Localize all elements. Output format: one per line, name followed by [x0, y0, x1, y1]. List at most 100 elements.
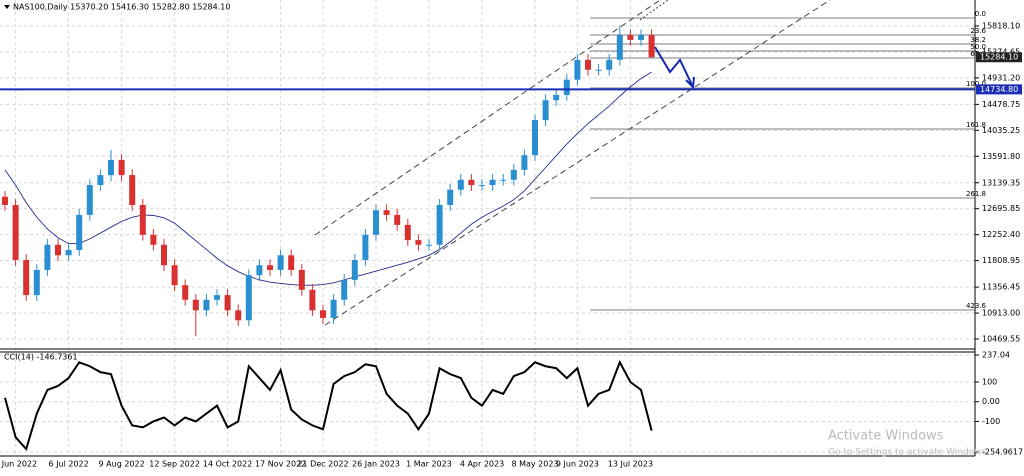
x-tick-label: 21 Dec 2022 — [297, 460, 348, 469]
candle-body — [97, 175, 104, 186]
candle-body — [245, 275, 252, 321]
x-tick-label: 4 Apr 2023 — [460, 460, 504, 469]
candle-body — [362, 234, 369, 260]
cci-panel — [4, 359, 653, 452]
candle-body — [214, 295, 220, 300]
x-tick-label: 26 Jan 2023 — [352, 460, 400, 469]
candle-body — [33, 269, 40, 296]
y-tick-label: 10469.55 — [982, 335, 1020, 344]
channel-mid — [639, 0, 669, 21]
last-price-box — [976, 52, 1022, 63]
candle-body — [129, 175, 136, 205]
candle-body — [277, 255, 284, 270]
y-tick-label: 11808.95 — [982, 256, 1020, 265]
candle-body — [574, 59, 581, 80]
candle-body — [404, 224, 411, 241]
candle-body — [648, 35, 655, 58]
support-label-box — [976, 84, 1022, 95]
last-price-label: 15284.10 — [980, 53, 1018, 62]
x-tick-label: 12 Sep 2022 — [149, 460, 200, 469]
candle-body — [532, 120, 538, 156]
fib-label: 23.6 — [970, 27, 986, 35]
candle-body — [118, 159, 125, 176]
candle-body — [182, 285, 189, 300]
candle-body — [55, 244, 61, 256]
candle-body — [309, 289, 316, 311]
candle-body — [12, 204, 19, 260]
candle-body — [383, 210, 390, 215]
candle-body — [394, 214, 401, 225]
candle-body — [468, 179, 475, 186]
candle-body — [585, 59, 591, 70]
candle-body — [426, 244, 432, 246]
candle-body — [563, 79, 570, 95]
fib-label: 100.0 — [966, 80, 986, 88]
x-tick-label: 6 Jul 2022 — [49, 460, 89, 469]
candle-body — [330, 299, 337, 318]
y-tick-label: 14478.75 — [982, 100, 1020, 109]
moving-average — [4, 71, 652, 286]
y-tick-label: 11356.45 — [982, 283, 1020, 292]
candle-body — [638, 35, 644, 40]
candle-body — [150, 234, 157, 245]
candle-body — [436, 204, 443, 245]
cci-line — [4, 359, 653, 452]
candle-body — [373, 210, 379, 235]
candle-body — [457, 179, 464, 190]
candle-body — [627, 35, 634, 40]
candle-body — [542, 100, 549, 121]
watermark: Go to Settings to activate Windows. — [828, 448, 989, 458]
candle-body — [351, 259, 358, 280]
candle-body — [298, 269, 305, 290]
fib-label: 161.8 — [966, 121, 986, 129]
menu-triangle — [4, 5, 10, 9]
candle-body — [320, 310, 326, 318]
x-tick-label: 17 Nov 2022 — [255, 460, 306, 469]
y-tick-label: 15818.10 — [982, 21, 1020, 30]
y-tick-label: 0.00 — [982, 397, 1000, 406]
x-tick-label: 1 Mar 2023 — [406, 460, 452, 469]
fib-label: 0.0 — [975, 10, 986, 18]
y-tick-label: 12252.40 — [982, 230, 1020, 239]
fib-label: 261.8 — [966, 190, 986, 198]
candle-body — [139, 204, 146, 235]
candle-body — [415, 240, 422, 245]
x-tick-label: 8 May 2023 — [511, 460, 558, 469]
y-tick-label: 14931.20 — [982, 73, 1020, 82]
candle-body — [341, 279, 348, 300]
candle-body — [224, 295, 231, 311]
indicator-title: CCI(14) -146.7361 — [4, 353, 78, 362]
candle-body — [23, 259, 30, 296]
candle-body — [489, 179, 496, 186]
fib-label: 423.6 — [966, 302, 987, 310]
candle-body — [606, 59, 613, 70]
y-tick-label: 14035.25 — [982, 126, 1020, 135]
y-tick-label: -100 — [982, 417, 1000, 426]
candle-body — [479, 185, 485, 187]
candle-body — [595, 69, 602, 71]
candle-body — [521, 155, 528, 170]
candle-body — [500, 179, 507, 181]
y-tick-label: 15374.65 — [982, 47, 1020, 56]
candle-body — [235, 310, 242, 321]
candle-body — [192, 299, 199, 311]
y-tick-label: 13139.35 — [982, 178, 1020, 187]
grid — [0, 0, 979, 456]
candle-body — [288, 255, 295, 270]
channel — [314, 0, 831, 326]
y-tick-label: 12695.85 — [982, 204, 1020, 213]
projection-arrow — [654, 46, 693, 86]
candle-body — [171, 265, 178, 286]
candle-body — [553, 94, 560, 101]
channel-lower — [324, 0, 831, 326]
y-tick-label: 10913.00 — [982, 309, 1020, 318]
x-tick-label: 13 Jul 2023 — [608, 460, 653, 469]
candle-body — [447, 189, 454, 205]
candle-body — [86, 185, 93, 215]
candle-body — [510, 169, 517, 180]
arrow-head — [685, 76, 695, 90]
candle-body — [256, 265, 263, 276]
candle-body — [108, 159, 114, 176]
